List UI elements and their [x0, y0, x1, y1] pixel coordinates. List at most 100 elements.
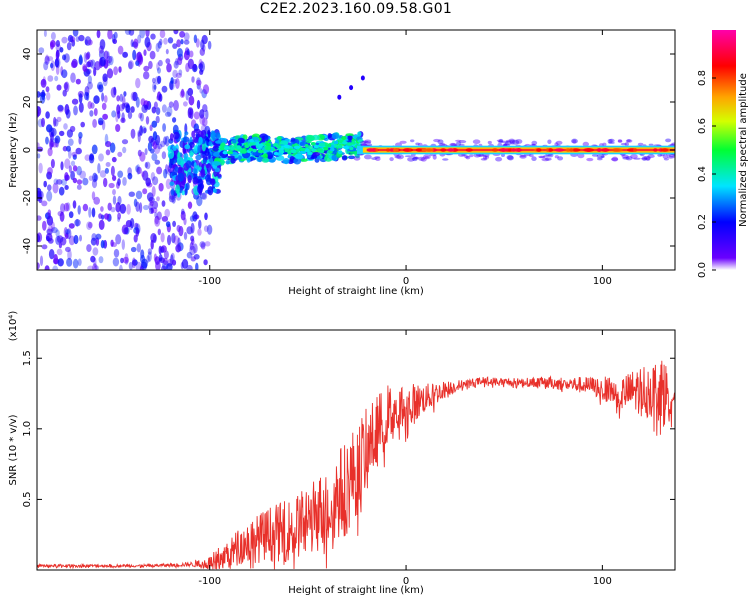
spectral-blob	[394, 155, 402, 159]
spectral-blob	[282, 140, 289, 146]
spectral-blob	[415, 148, 423, 152]
spectral-blob	[447, 148, 455, 152]
spectral-blob	[165, 221, 171, 228]
spectral-blob	[283, 144, 291, 149]
spectral-blob	[61, 69, 68, 79]
spectral-blob	[91, 144, 98, 155]
spectral-blob	[608, 138, 615, 143]
spectral-blob	[117, 195, 122, 205]
spectral-blob	[330, 147, 335, 152]
spectral-blob	[62, 145, 68, 152]
spectral-blob	[165, 178, 172, 190]
spectral-blob	[195, 38, 200, 48]
spectral-blob	[138, 112, 143, 119]
spectral-blob	[554, 155, 559, 159]
spectral-blob	[102, 113, 108, 120]
y-tick-label: -40	[22, 238, 33, 254]
spectral-blob	[154, 215, 161, 227]
spectral-blob	[111, 156, 117, 163]
spectral-blob	[49, 140, 53, 151]
spectral-blob	[77, 205, 81, 215]
spectral-blob	[37, 142, 40, 148]
spectral-blob	[129, 218, 135, 229]
spectral-blob	[185, 160, 192, 169]
spectral-blob	[39, 93, 46, 104]
spectral-blob	[51, 227, 58, 234]
spectral-blob	[213, 151, 222, 158]
spectral-blob	[93, 108, 98, 116]
spectral-blob	[205, 109, 209, 120]
spectral-blob	[176, 39, 181, 48]
spectral-blob	[363, 141, 372, 145]
spectral-blob	[92, 172, 98, 183]
spectral-blob	[197, 228, 202, 236]
spectral-blob	[189, 242, 194, 251]
spectral-blob	[187, 87, 194, 97]
spectral-blob	[624, 142, 629, 147]
spectral-blob	[82, 65, 88, 72]
spectral-blob	[516, 148, 522, 152]
spectral-blob	[173, 158, 178, 164]
spectral-blob	[113, 66, 118, 76]
spectral-blob	[180, 88, 185, 97]
spectral-blob	[113, 248, 120, 258]
spectral-blob	[374, 156, 381, 159]
spectral-blob	[80, 121, 85, 128]
spectral-blob	[66, 42, 72, 51]
spectral-blob	[151, 186, 156, 197]
spectral-blob	[144, 36, 151, 48]
spectral-blob	[99, 56, 106, 67]
spectral-blob	[411, 157, 418, 162]
spectral-blob	[565, 148, 571, 152]
spectral-blob	[647, 154, 655, 159]
spectral-blob	[156, 166, 163, 175]
spectral-blob	[248, 147, 254, 152]
spectral-blob	[90, 237, 97, 246]
spectral-blob	[633, 157, 641, 160]
chart-title: C2E2.2023.160.09.58.G01	[259, 1, 453, 17]
spectral-blob	[166, 263, 173, 270]
spectral-blob	[115, 111, 119, 123]
spectral-blob	[112, 257, 120, 267]
spectral-blob	[57, 105, 64, 113]
spectral-blob	[136, 166, 142, 175]
spectral-blob	[375, 157, 381, 161]
spectral-blob	[157, 67, 161, 74]
spectral-blob	[182, 136, 190, 143]
colorbar-ticks: 0.0 0.2 0.4 0.6 0.8	[697, 70, 716, 278]
spectral-blob	[403, 148, 410, 152]
spectral-blob	[420, 157, 427, 162]
spectral-blob	[161, 216, 169, 222]
spectrogram-marks	[37, 30, 675, 270]
spectral-blob	[112, 195, 117, 205]
spectral-blob	[484, 155, 490, 159]
spectral-blob	[327, 143, 332, 148]
spectral-blob	[187, 175, 192, 183]
spectral-blob	[47, 209, 52, 217]
spectral-blob	[163, 37, 168, 45]
spectral-blob	[160, 140, 166, 148]
spectral-blob	[437, 139, 444, 145]
spectral-blob	[214, 167, 220, 173]
spectral-blob	[304, 144, 309, 148]
spectral-blob	[198, 63, 204, 70]
spectral-blob	[71, 98, 79, 105]
spectral-blob	[506, 155, 514, 160]
spectrogram-ticks: -100 0 100 -40 -20 0 20 40	[22, 30, 675, 287]
spectral-blob	[440, 148, 447, 152]
spectral-blob	[263, 153, 268, 159]
spectral-blob	[135, 77, 141, 89]
spectral-blob	[50, 62, 54, 69]
spectral-blob	[72, 154, 77, 160]
spectral-blob	[53, 116, 57, 127]
spectral-blob	[152, 200, 159, 210]
spectral-blob	[37, 262, 40, 270]
spectral-blob	[110, 239, 114, 247]
spectral-blob	[47, 147, 53, 157]
spectral-blob	[106, 68, 114, 79]
spectral-blob	[202, 84, 210, 95]
spectral-blob	[166, 63, 172, 73]
spectral-blob	[171, 259, 177, 266]
spectral-blob	[78, 136, 82, 145]
spectrogram-y-axis-label: Frequency (Hz)	[8, 112, 19, 188]
